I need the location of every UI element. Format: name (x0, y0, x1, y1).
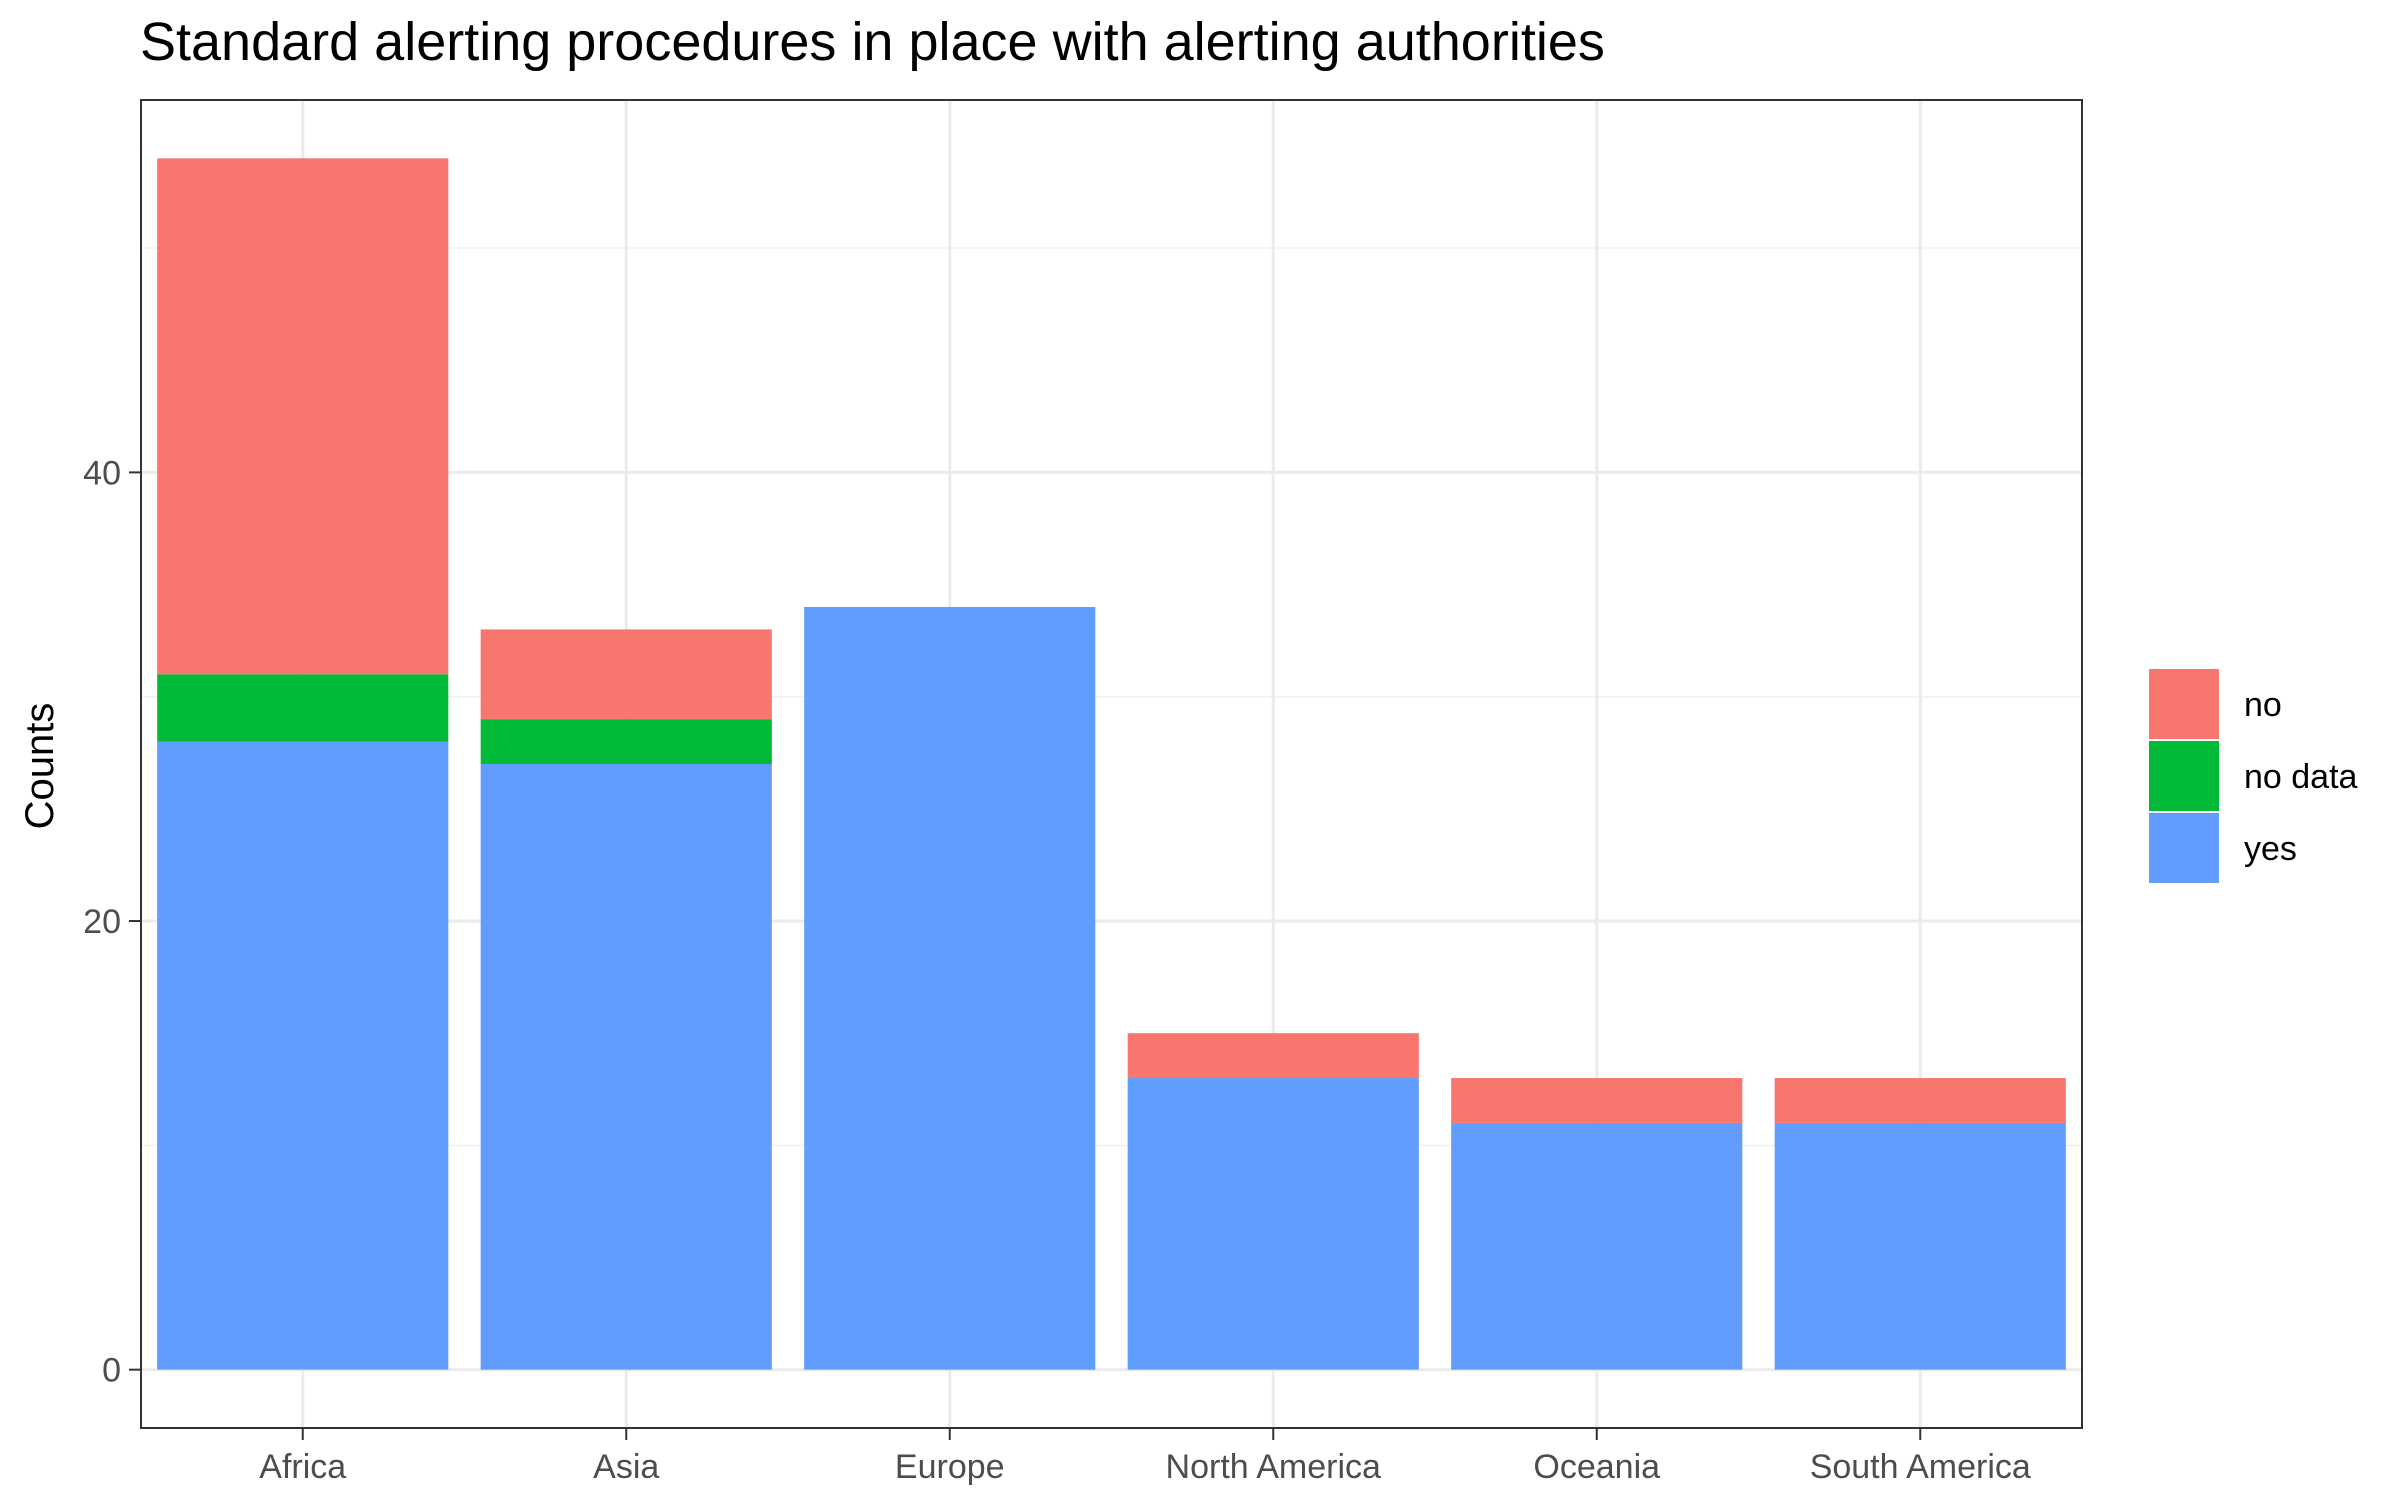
bar-yes-south-america (1774, 1122, 2066, 1370)
x-tick-label: Africa (259, 1448, 346, 1486)
legend-label-no: no (2244, 686, 2282, 724)
y-axis-label: Counts (18, 703, 62, 830)
y-tick-label: 40 (83, 454, 121, 492)
x-tick-label: South America (1810, 1448, 2031, 1486)
x-tick-label: North America (1166, 1448, 1381, 1486)
bar-yes-europe (804, 606, 1096, 1370)
bar-yes-north-america (1127, 1078, 1419, 1370)
bar-yes-asia (480, 764, 772, 1370)
bar-no-oceania (1451, 1078, 1743, 1123)
bar-no-data-asia (480, 719, 772, 764)
legend-key-no (2147, 667, 2221, 741)
x-tick-label: Oceania (1533, 1448, 1660, 1486)
bars (157, 158, 2066, 1370)
plot-background (141, 100, 2082, 1428)
bar-no-north-america (1127, 1033, 1419, 1079)
y-tick-label: 0 (102, 1352, 121, 1390)
bar-no-south-america (1774, 1078, 2066, 1123)
y-tick-label: 20 (83, 903, 121, 941)
bar-yes-oceania (1451, 1122, 1743, 1370)
bar-yes-africa (157, 741, 449, 1370)
x-tick-label: Europe (895, 1448, 1005, 1486)
grid (141, 100, 2082, 1428)
bar-no-asia (480, 629, 772, 720)
legend-label-no-data: no data (2244, 758, 2358, 796)
plot-border (140, 99, 2083, 1429)
bar-no-africa (157, 158, 449, 675)
legend-label-yes: yes (2244, 830, 2297, 868)
bar-no-data-africa (157, 674, 449, 742)
legend-key-no-data (2147, 739, 2221, 813)
legend-key-yes (2147, 811, 2221, 885)
x-tick-label: Asia (593, 1448, 659, 1486)
legend: no no data yes (2147, 667, 2358, 885)
chart-title: Standard alerting procedures in place wi… (140, 12, 1605, 72)
axes: 0 20 40 Africa Asia Europe North America Oceani… (83, 454, 2031, 1486)
